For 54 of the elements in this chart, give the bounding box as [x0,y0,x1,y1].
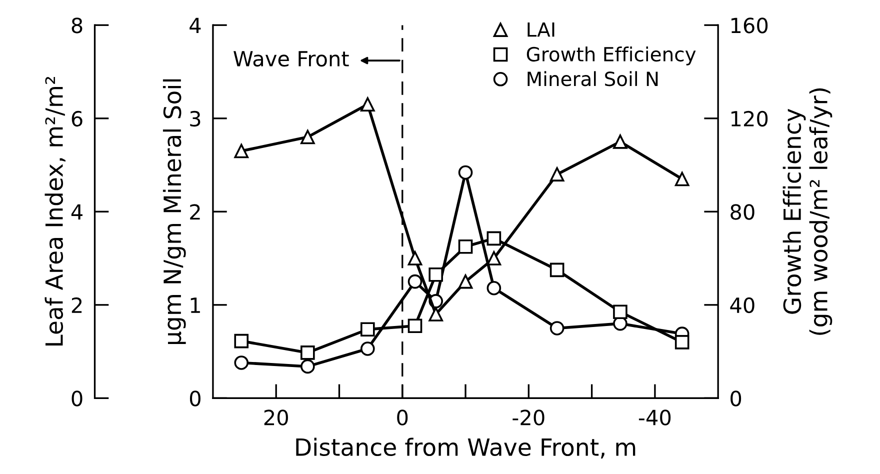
point [360,97,375,112]
legend-label: LAI [528,22,554,37]
point [458,165,473,180]
y3-tick-label: 2 [72,297,82,313]
point [428,267,443,282]
y3-tick-label: 6 [72,110,82,127]
point [486,251,502,266]
x-tick-label: -40 [638,410,671,426]
y2-tick-label: 80 [730,204,754,220]
y3-axis-title: Leaf Area Index, m²/m² [44,76,66,346]
point [674,172,690,186]
point [458,274,473,289]
point [234,356,249,370]
y2-axis-title: Growth Efficiency (gm wood/m² leaf/yr) [782,88,832,335]
y3-tick-label: 8 [72,18,82,34]
point [360,322,375,337]
point [408,251,422,266]
point [550,262,564,278]
ref-line-label: Wave Front [234,51,349,67]
point [674,335,690,350]
y-tick-label: 0 [190,390,200,406]
point [234,144,249,158]
legend-label: Growth Efficiency [526,46,696,66]
point [300,359,315,374]
point [613,304,628,320]
y-tick-label: 3 [190,110,200,127]
point [408,318,422,334]
point [300,346,315,360]
x-tick-label: -20 [512,410,544,426]
x-tick-label: 0 [397,410,408,426]
point [486,280,502,296]
point [360,342,375,356]
y3-tick-label: 0 [72,390,82,406]
point [428,307,443,322]
point [550,167,564,182]
y-axis-title: μgm N/gm Mineral Soil [162,79,186,344]
x-tick-label: 20 [264,410,288,426]
y-tick-label: 2 [190,204,200,220]
point [234,334,249,348]
y3-tick-label: 4 [71,204,82,220]
y2-tick-label: 40 [730,297,754,314]
x-axis-title: Distance from Wave Front, m [296,438,636,458]
point [550,321,564,336]
y2-tick-label: 160 [731,18,768,34]
point [458,239,473,254]
point [486,231,502,246]
legend-label: Mineral Soil N [528,71,658,86]
point [300,130,315,144]
point [408,274,422,289]
y-tick-label: 4 [190,18,201,34]
y2-tick-label: 120 [731,110,768,127]
point [613,134,628,149]
y2-tick-label: 0 [730,390,742,406]
y-tick-label: 1 [190,298,200,313]
